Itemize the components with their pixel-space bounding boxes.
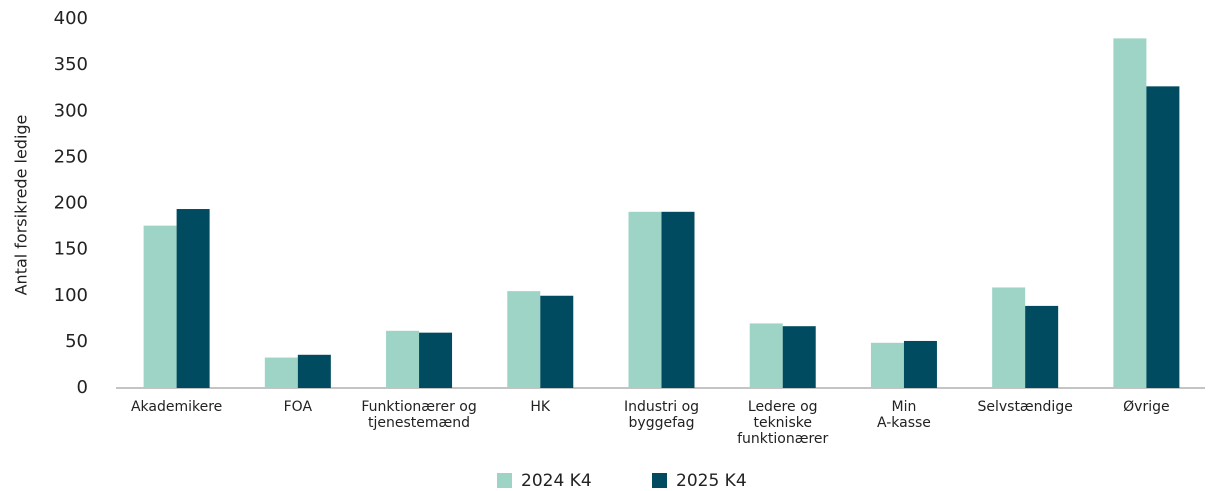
y-tick-label: 250 [54,146,88,167]
legend-swatch [497,473,512,488]
x-tick-label: HK [530,399,551,415]
bar [264,357,298,388]
bar [1025,305,1059,388]
x-tick-label: FOA [283,399,313,415]
bar [782,326,816,388]
x-tick-label: Funktionærer og tjenestemænd [361,399,477,431]
bar [1113,38,1147,389]
bar [628,211,662,388]
y-tick-label: 200 [54,193,88,214]
x-tick-label: Akademikere [130,399,223,415]
y-tick-label: 350 [54,54,88,75]
x-tick-label: Industri og byggefag [623,399,700,431]
y-tick-label: 50 [65,331,88,352]
bar [903,340,937,388]
bar [419,332,453,388]
bar [661,211,695,388]
bar [386,330,420,388]
bar [749,323,783,388]
y-axis-label: Antal forsikrede ledige [12,115,31,296]
bar [143,225,177,388]
x-tick-label: Min A-kasse [876,399,931,431]
bar [297,354,331,388]
y-tick-label: 300 [54,100,88,121]
y-tick-label: 400 [54,8,88,29]
x-tick-label: Selvstændige [977,399,1073,415]
y-tick-label: 100 [54,285,88,306]
x-tick-label: Øvrige [1123,399,1170,415]
legend-label: 2025 K4 [676,471,747,491]
bar [507,291,541,388]
bar [540,295,574,388]
bar [992,287,1026,388]
y-tick-label: 0 [77,377,88,398]
bar [176,209,210,388]
legend-swatch [652,473,667,488]
legend-label: 2024 K4 [521,471,592,491]
x-tick-label: Ledere og tekniske funktionærer [737,399,829,447]
bar [1146,86,1180,388]
bar [870,342,904,388]
y-tick-label: 150 [54,239,88,260]
